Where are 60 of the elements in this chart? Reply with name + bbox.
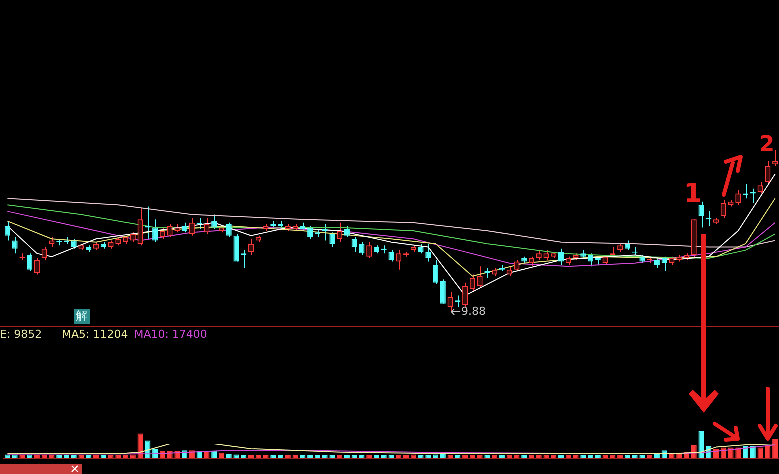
candlestick xyxy=(359,242,365,256)
candlestick xyxy=(212,214,218,230)
candlestick xyxy=(337,222,343,243)
candlestick xyxy=(71,238,77,250)
annotation: 9.88 xyxy=(462,304,486,318)
bar xyxy=(772,439,778,459)
candlestick xyxy=(698,201,704,228)
bar xyxy=(698,431,704,459)
candlestick xyxy=(602,254,608,266)
text: MA10: 17400 xyxy=(134,328,208,341)
candlestick xyxy=(226,222,232,238)
candlestick xyxy=(448,292,454,312)
candlestick xyxy=(34,258,40,276)
candlestick xyxy=(440,279,446,304)
text: MA5: 11204 xyxy=(62,328,128,341)
candlestick xyxy=(27,253,33,272)
bar xyxy=(750,446,756,459)
candlestick xyxy=(720,200,726,219)
candlestick xyxy=(234,234,240,262)
candlestick xyxy=(536,250,542,261)
candlestick xyxy=(167,224,173,238)
bar xyxy=(765,446,771,459)
candlestick xyxy=(765,160,771,186)
candlestick xyxy=(189,218,195,236)
text: E: 9852 xyxy=(0,328,42,341)
candlestick xyxy=(182,222,188,234)
candlestick xyxy=(152,219,158,243)
candlestick xyxy=(204,218,210,235)
candlestick xyxy=(470,274,476,292)
candlestick xyxy=(330,232,336,248)
candlestick xyxy=(477,266,483,288)
candlestick xyxy=(544,250,550,261)
candlestick xyxy=(49,236,55,248)
candlestick xyxy=(4,220,10,242)
candlestick xyxy=(462,282,468,308)
candlestick xyxy=(736,190,742,206)
candlestick xyxy=(418,243,424,254)
candlestick xyxy=(758,182,764,194)
candlestick xyxy=(12,236,18,254)
bar xyxy=(758,448,764,459)
candlestick xyxy=(426,243,432,262)
candlestick xyxy=(396,250,402,270)
annotation: 2 xyxy=(759,132,775,158)
candlestick xyxy=(514,260,520,272)
candlestick xyxy=(558,248,564,266)
candlestick xyxy=(433,260,439,285)
candlestick xyxy=(308,226,314,240)
candlestick xyxy=(352,236,358,253)
candlestick xyxy=(138,208,144,246)
annotation: 1 xyxy=(684,178,702,209)
candlestick xyxy=(366,242,372,260)
candlestick xyxy=(588,253,594,268)
candlestick xyxy=(344,226,350,238)
candlestick xyxy=(130,232,136,243)
candlestick xyxy=(528,256,535,268)
candlestick xyxy=(248,238,254,256)
annotation: 解 xyxy=(76,309,88,324)
candlestick xyxy=(624,240,630,251)
candlestick xyxy=(160,227,166,240)
candlestick xyxy=(42,246,48,261)
